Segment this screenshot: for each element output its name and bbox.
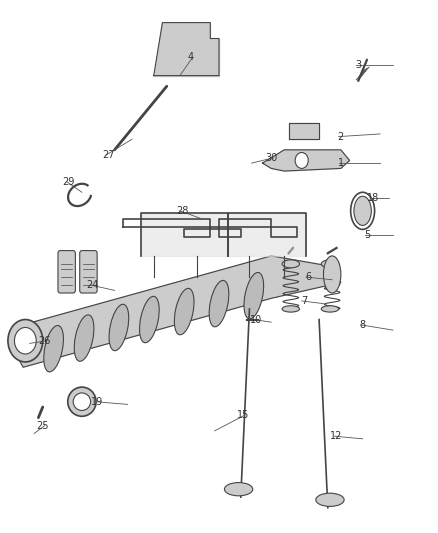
Ellipse shape bbox=[68, 387, 96, 416]
Ellipse shape bbox=[316, 493, 344, 506]
Text: 18: 18 bbox=[367, 192, 380, 203]
Polygon shape bbox=[289, 123, 319, 139]
Polygon shape bbox=[228, 214, 306, 256]
Text: 2: 2 bbox=[338, 132, 344, 142]
Text: 8: 8 bbox=[360, 320, 366, 330]
Circle shape bbox=[14, 327, 36, 354]
Circle shape bbox=[8, 319, 43, 362]
Text: 12: 12 bbox=[330, 431, 343, 441]
Ellipse shape bbox=[74, 315, 94, 361]
Polygon shape bbox=[141, 214, 228, 256]
FancyBboxPatch shape bbox=[58, 251, 75, 293]
Ellipse shape bbox=[73, 393, 91, 410]
Ellipse shape bbox=[244, 272, 264, 319]
Ellipse shape bbox=[109, 304, 129, 351]
Ellipse shape bbox=[354, 196, 371, 225]
Ellipse shape bbox=[323, 256, 341, 293]
Text: 1: 1 bbox=[338, 158, 344, 168]
Polygon shape bbox=[154, 22, 219, 76]
Text: 19: 19 bbox=[91, 397, 103, 407]
Ellipse shape bbox=[321, 306, 339, 312]
Text: 29: 29 bbox=[63, 176, 75, 187]
Ellipse shape bbox=[209, 280, 229, 327]
Text: 26: 26 bbox=[39, 336, 51, 346]
Ellipse shape bbox=[44, 326, 64, 372]
Ellipse shape bbox=[140, 296, 159, 343]
Ellipse shape bbox=[174, 288, 194, 335]
Ellipse shape bbox=[282, 306, 300, 312]
Text: 25: 25 bbox=[36, 421, 49, 431]
Text: 3: 3 bbox=[355, 60, 361, 70]
Ellipse shape bbox=[321, 260, 339, 268]
Polygon shape bbox=[262, 150, 350, 171]
Text: 27: 27 bbox=[102, 150, 114, 160]
Ellipse shape bbox=[282, 260, 300, 268]
Ellipse shape bbox=[224, 482, 253, 496]
Text: 7: 7 bbox=[301, 296, 307, 306]
Circle shape bbox=[295, 152, 308, 168]
Text: 30: 30 bbox=[265, 153, 277, 163]
Text: 5: 5 bbox=[364, 230, 370, 240]
Polygon shape bbox=[14, 256, 341, 367]
Text: 15: 15 bbox=[237, 410, 249, 420]
Text: 4: 4 bbox=[187, 52, 194, 62]
Ellipse shape bbox=[13, 329, 28, 358]
FancyBboxPatch shape bbox=[80, 251, 97, 293]
Text: 28: 28 bbox=[176, 206, 188, 216]
Text: 10: 10 bbox=[250, 314, 262, 325]
Text: 24: 24 bbox=[87, 280, 99, 290]
Text: 6: 6 bbox=[305, 272, 311, 282]
